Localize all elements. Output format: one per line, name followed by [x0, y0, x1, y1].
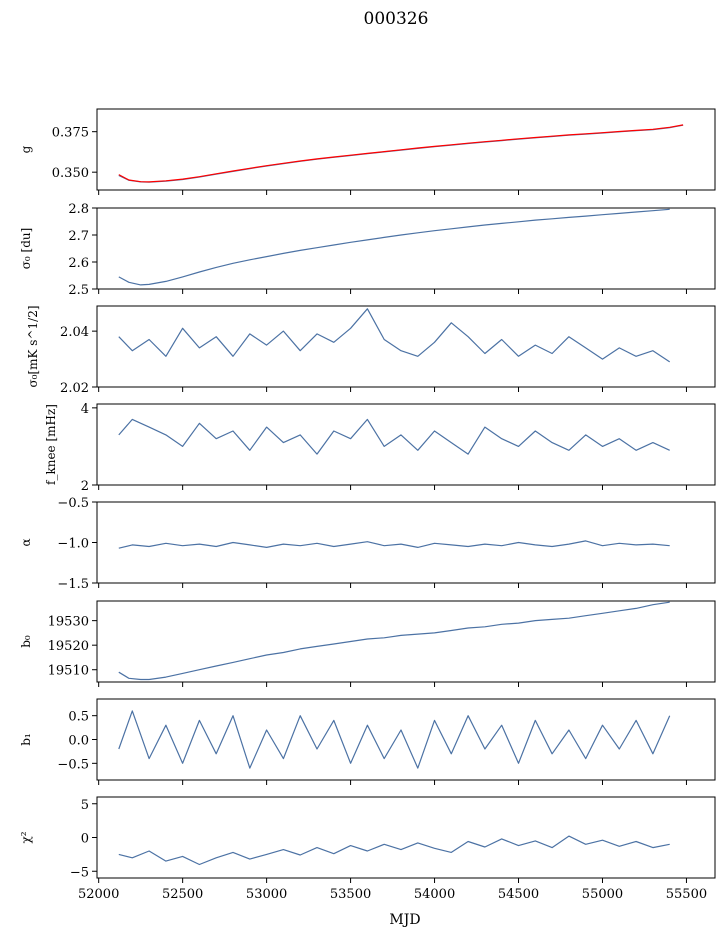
- series-line-b1-0: [118, 710, 671, 769]
- series-line-alpha-0: [118, 540, 670, 549]
- y-tick-label: 19520: [48, 639, 89, 654]
- y-axis-label: f_knee [mHz]: [44, 404, 58, 485]
- series-line-g-1: [118, 124, 684, 183]
- panel-chi2: −5 0 5 χ² 52000 52500 53000 53500 54000 54500 5500…: [19, 796, 716, 902]
- y-tick-label: 2.8: [68, 202, 89, 217]
- y-axis-label: α: [19, 538, 33, 546]
- y-tick-label: 0.0: [68, 734, 89, 749]
- y-axis-label: b₁: [19, 733, 33, 746]
- x-axis-label: MJD: [389, 912, 420, 928]
- y-tick-label: −1.5: [57, 577, 89, 592]
- axes-frame: [96, 698, 716, 781]
- y-tick-label: 4: [81, 402, 89, 417]
- y-tick-label: −1.0: [57, 537, 89, 552]
- y-axis-label: σ₀ [du]: [19, 228, 33, 270]
- y-tick-label: 2: [81, 479, 89, 494]
- y-tick-label: 2.02: [60, 381, 89, 396]
- panel-sigma0-mk: 2.02 2.04 σ₀[mK s^1/2]: [26, 305, 716, 396]
- series-line-sigma0-mk-0: [118, 308, 671, 363]
- y-tick-label: 2.6: [68, 256, 89, 271]
- panel-b1: −0.5 0.0 0.5 b₁: [19, 698, 716, 785]
- y-tick-label: 19530: [48, 615, 89, 630]
- series-line-g-0: [118, 124, 684, 183]
- x-tick-label: 53500: [330, 887, 371, 902]
- x-tick-label: 55500: [666, 887, 707, 902]
- y-tick-label: 5: [81, 798, 89, 813]
- series-line-sigma0-du-0: [118, 208, 670, 286]
- y-tick-label: 0.375: [52, 126, 89, 141]
- panel-fknee: 2 4 f_knee [mHz]: [44, 402, 716, 494]
- y-tick-label: 2.7: [68, 229, 89, 244]
- y-tick-label: 2.5: [68, 283, 89, 298]
- y-tick-label: 19510: [48, 664, 89, 679]
- y-tick-label: −0.5: [57, 757, 89, 772]
- panels: 0.350 0.375 g 2.5 2.6 2.7 2.8 σ₀ [du] 2.02 2.04 σ₀…: [19, 108, 716, 902]
- y-tick-label: 0.350: [52, 166, 89, 181]
- x-tick-label: 54000: [414, 887, 455, 902]
- axes-frame: [96, 207, 716, 290]
- y-tick-label: 2.04: [60, 325, 89, 340]
- axes-frame: [96, 108, 716, 191]
- series-line-b0-0: [118, 601, 670, 681]
- y-axis-label: g: [19, 145, 33, 153]
- figure-title: 000326: [364, 9, 429, 29]
- y-axis-label: χ²: [19, 831, 33, 843]
- panel-b0: 19510 19520 19530 b₀: [19, 600, 716, 687]
- y-tick-label: −5: [70, 865, 89, 880]
- axes-frame: [96, 305, 716, 388]
- y-tick-label: −0.5: [57, 496, 89, 511]
- y-tick-label: 0: [81, 832, 89, 847]
- series-line-fknee-0: [118, 418, 670, 455]
- x-tick-label: 52000: [78, 887, 119, 902]
- x-tick-label: 52500: [162, 887, 203, 902]
- panel-sigma0-du: 2.5 2.6 2.7 2.8 σ₀ [du]: [19, 202, 716, 298]
- y-axis-label: σ₀[mK s^1/2]: [26, 305, 40, 387]
- x-tick-label: 54500: [498, 887, 539, 902]
- axes-frame: [96, 796, 716, 879]
- x-tick-label: 55000: [582, 887, 623, 902]
- panel-g: 0.350 0.375 g: [19, 108, 716, 195]
- axes-frame: [96, 501, 716, 584]
- series-line-chi2-0: [118, 835, 670, 866]
- panel-alpha: −1.5 −1.0 −0.5 α: [19, 496, 716, 592]
- y-tick-label: 0.5: [68, 710, 89, 725]
- y-axis-label: b₀: [19, 635, 33, 648]
- axes-frame: [96, 600, 716, 683]
- x-tick-label: 53000: [246, 887, 287, 902]
- axes-frame: [96, 403, 716, 486]
